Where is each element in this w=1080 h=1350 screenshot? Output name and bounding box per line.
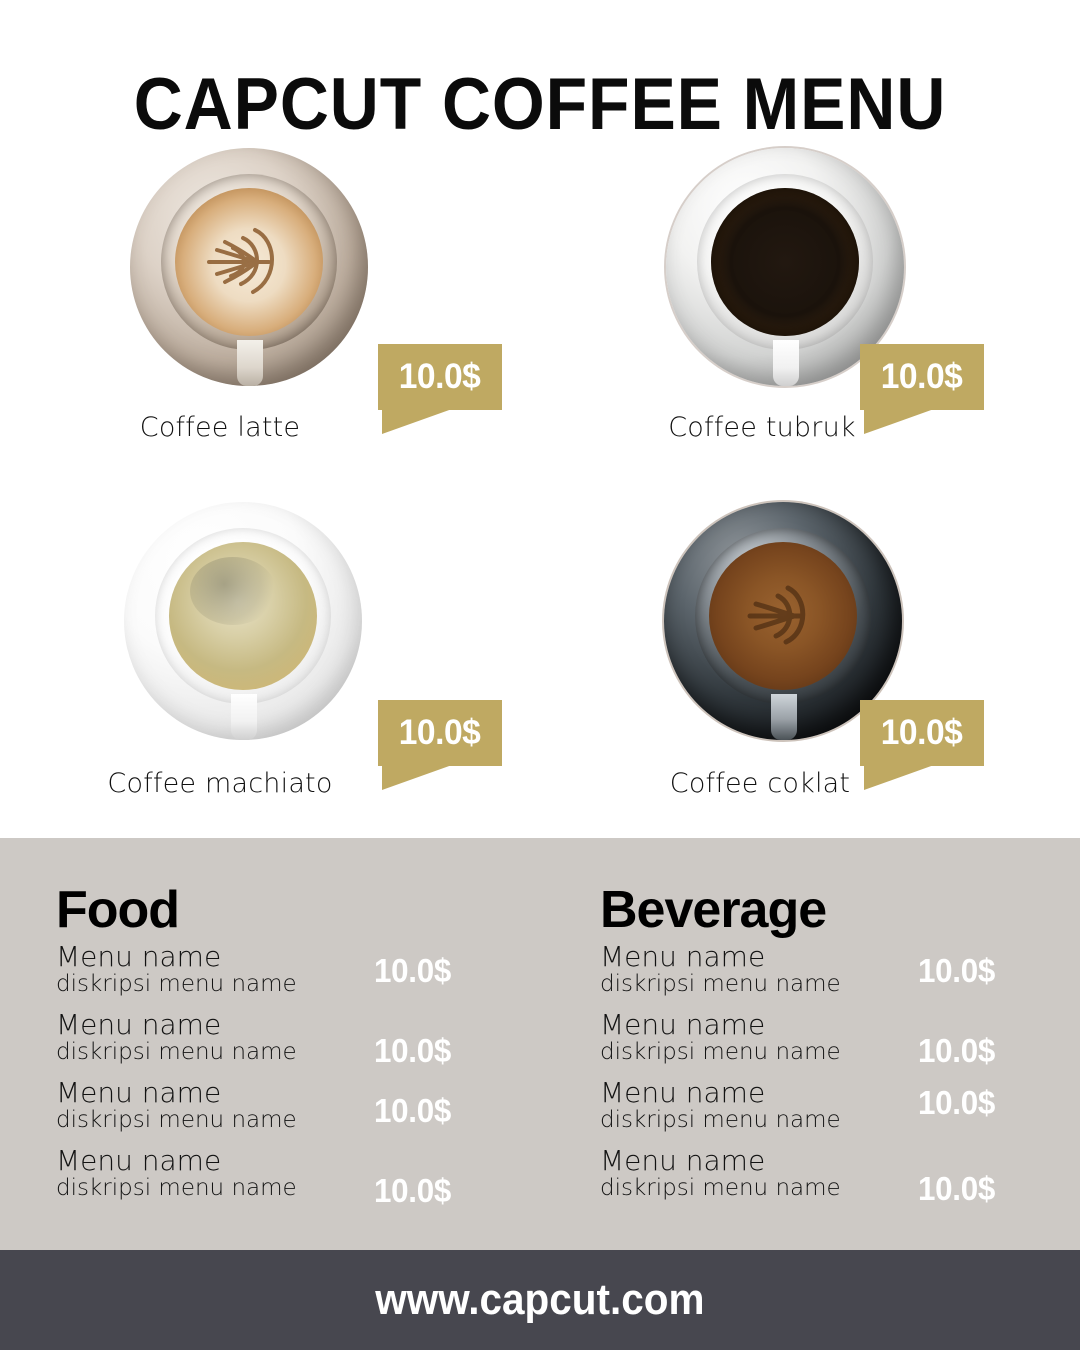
- coffee-latte-image: [130, 144, 370, 392]
- menu-item-price: 10.0$: [374, 1172, 452, 1209]
- menu-item-name: Menu name: [56, 1076, 222, 1109]
- coffee-name-label: Coffee coklat: [669, 768, 851, 799]
- menu-panel: Food Menu name diskripsi menu name 10.0$…: [0, 838, 1080, 1250]
- foam-texture: [189, 556, 276, 625]
- menu-row[interactable]: Menu name diskripsi menu name 10.0$: [600, 1144, 1070, 1214]
- menu-row-texts: Menu name diskripsi menu name: [56, 1144, 356, 1202]
- menu-item-description: diskripsi menu name: [56, 1107, 297, 1134]
- menu-row-texts: Menu name diskripsi menu name: [56, 940, 356, 998]
- menu-row-texts: Menu name diskripsi menu name: [600, 1144, 900, 1202]
- cocoa-art-icon: [747, 585, 806, 645]
- menu-item-price: 10.0$: [918, 1170, 996, 1207]
- menu-item-description: diskripsi menu name: [56, 1039, 297, 1066]
- price-tag-body: 10.0$: [378, 344, 502, 410]
- menu-row[interactable]: Menu name diskripsi menu name 10.0$: [56, 1144, 526, 1214]
- coffee-name-label: Coffee machiato: [107, 768, 333, 799]
- menu-row-texts: Menu name diskripsi menu name: [600, 1076, 900, 1134]
- menu-item-price: 10.0$: [918, 1084, 996, 1121]
- coffee-card-machiato[interactable]: 10.0$ Coffee machiato: [20, 498, 502, 843]
- menu-item-description: diskripsi menu name: [56, 1175, 297, 1202]
- menu-item-name: Menu name: [56, 1144, 222, 1177]
- menu-item-name: Menu name: [56, 1008, 222, 1041]
- coffee-name-label: Coffee latte: [139, 412, 301, 443]
- food-column: Food Menu name diskripsi menu name 10.0$…: [56, 884, 526, 1214]
- coffee-name-label: Coffee tubruk: [668, 412, 856, 443]
- price-tag-body: 10.0$: [860, 344, 984, 410]
- liquid-surface: [169, 542, 317, 690]
- cup-handle: [771, 694, 797, 740]
- menu-row[interactable]: Menu name diskripsi menu name 10.0$: [56, 1076, 526, 1146]
- price-tag-tail-icon: [382, 409, 452, 434]
- price-tag-latte: 10.0$: [378, 344, 502, 434]
- menu-item-name: Menu name: [600, 1144, 766, 1177]
- menu-item-name: Menu name: [56, 940, 222, 973]
- menu-row-texts: Menu name diskripsi menu name: [56, 1008, 356, 1066]
- price-value: 10.0$: [881, 713, 963, 752]
- menu-row[interactable]: Menu name diskripsi menu name 10.0$: [600, 940, 1070, 1010]
- liquid-surface: [711, 188, 859, 336]
- coffee-card-tubruk[interactable]: 10.0$ Coffee tubruk: [560, 140, 1040, 485]
- price-tag-tail-icon: [864, 765, 934, 790]
- price-tag-tail-icon: [864, 409, 934, 434]
- liquid-surface: [709, 542, 857, 690]
- menu-row-texts: Menu name diskripsi menu name: [600, 940, 900, 998]
- menu-item-description: diskripsi menu name: [56, 971, 297, 998]
- cup-handle: [231, 694, 257, 740]
- price-tag-body: 10.0$: [860, 700, 984, 766]
- price-value: 10.0$: [881, 357, 963, 396]
- menu-row[interactable]: Menu name diskripsi menu name 10.0$: [56, 1008, 526, 1078]
- price-tag-body: 10.0$: [378, 700, 502, 766]
- food-heading: Food: [56, 881, 180, 939]
- footer-bar: www.capcut.com: [0, 1250, 1080, 1350]
- menu-item-description: diskripsi menu name: [600, 1107, 841, 1134]
- beverage-column: Beverage Menu name diskripsi menu name 1…: [600, 884, 1070, 1214]
- price-tag-machiato: 10.0$: [378, 700, 502, 790]
- beverage-heading: Beverage: [600, 881, 827, 939]
- coffee-card-coklat[interactable]: 10.0$ Coffee coklat: [560, 498, 1040, 843]
- cup-handle: [773, 340, 799, 386]
- menu-row-texts: Menu name diskripsi menu name: [600, 1008, 900, 1066]
- latte-art-icon: [207, 228, 274, 294]
- price-tag-tail-icon: [382, 765, 452, 790]
- menu-item-name: Menu name: [600, 1076, 766, 1109]
- coffee-card-latte[interactable]: 10.0$ Coffee latte: [20, 140, 502, 485]
- menu-item-price: 10.0$: [374, 952, 452, 989]
- cup-handle: [237, 340, 263, 386]
- menu-item-description: diskripsi menu name: [600, 1039, 841, 1066]
- liquid-surface: [175, 188, 323, 336]
- menu-item-name: Menu name: [600, 1008, 766, 1041]
- menu-row[interactable]: Menu name diskripsi menu name 10.0$: [56, 940, 526, 1010]
- price-tag-coklat: 10.0$: [860, 700, 984, 790]
- price-value: 10.0$: [399, 357, 481, 396]
- menu-item-name: Menu name: [600, 940, 766, 973]
- menu-item-price: 10.0$: [374, 1092, 452, 1129]
- menu-row-texts: Menu name diskripsi menu name: [56, 1076, 356, 1134]
- coffee-grid: 10.0$ Coffee latte 10.0$: [0, 140, 1080, 840]
- menu-item-description: diskripsi menu name: [600, 971, 841, 998]
- menu-item-price: 10.0$: [918, 952, 996, 989]
- coffee-coklat-image: [664, 498, 904, 746]
- menu-row[interactable]: Menu name diskripsi menu name 10.0$: [600, 1008, 1070, 1078]
- page-title: CAPCUT COFFEE MENU: [133, 63, 947, 145]
- menu-item-price: 10.0$: [374, 1032, 452, 1069]
- menu-item-description: diskripsi menu name: [600, 1175, 841, 1202]
- price-value: 10.0$: [399, 713, 481, 752]
- menu-row[interactable]: Menu name diskripsi menu name 10.0$: [600, 1076, 1070, 1146]
- coffee-machiato-image: [124, 498, 364, 746]
- price-tag-tubruk: 10.0$: [860, 344, 984, 434]
- website-url[interactable]: www.capcut.com: [375, 1275, 705, 1324]
- menu-item-price: 10.0$: [918, 1032, 996, 1069]
